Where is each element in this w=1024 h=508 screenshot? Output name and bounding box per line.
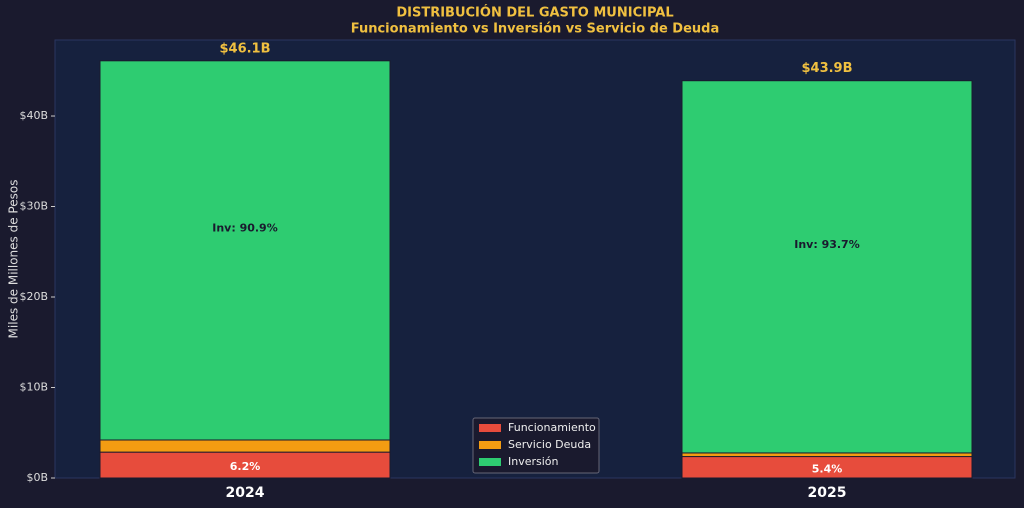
- legend-label: Inversión: [508, 455, 559, 468]
- bar-segment: [99, 60, 391, 441]
- share-label: Inv: 93.7%: [794, 238, 859, 251]
- x-tick-label: 2025: [808, 485, 847, 501]
- share-label: 6.2%: [230, 460, 261, 473]
- bar-segment: [681, 452, 973, 458]
- total-label: $46.1B: [219, 41, 270, 56]
- y-tick-label: $20B: [19, 290, 48, 303]
- share-label: 5.4%: [812, 462, 843, 475]
- total-label: $43.9B: [801, 61, 852, 76]
- legend-label: Funcionamiento: [508, 421, 596, 434]
- y-tick-label: $0B: [26, 471, 48, 484]
- legend-swatch: [479, 424, 501, 432]
- bar-segment: [681, 80, 973, 454]
- y-tick-label: $30B: [19, 200, 48, 213]
- y-axis-label: Miles de Millones de Pesos: [7, 180, 21, 339]
- legend-swatch: [479, 458, 501, 466]
- x-tick-label: 2024: [226, 485, 265, 501]
- y-tick-label: $40B: [19, 109, 48, 122]
- y-tick-label: $10B: [19, 381, 48, 394]
- share-label: Inv: 90.9%: [212, 221, 277, 234]
- chart-subtitle: Funcionamiento vs Inversión vs Servicio …: [351, 22, 720, 37]
- legend-label: Servicio Deuda: [508, 438, 591, 451]
- bar-segment: [99, 439, 391, 453]
- legend-swatch: [479, 441, 501, 449]
- bar-segment: [99, 451, 391, 479]
- chart-title: DISTRIBUCIÓN DEL GASTO MUNICIPAL: [396, 5, 673, 21]
- legend-box: [472, 417, 600, 474]
